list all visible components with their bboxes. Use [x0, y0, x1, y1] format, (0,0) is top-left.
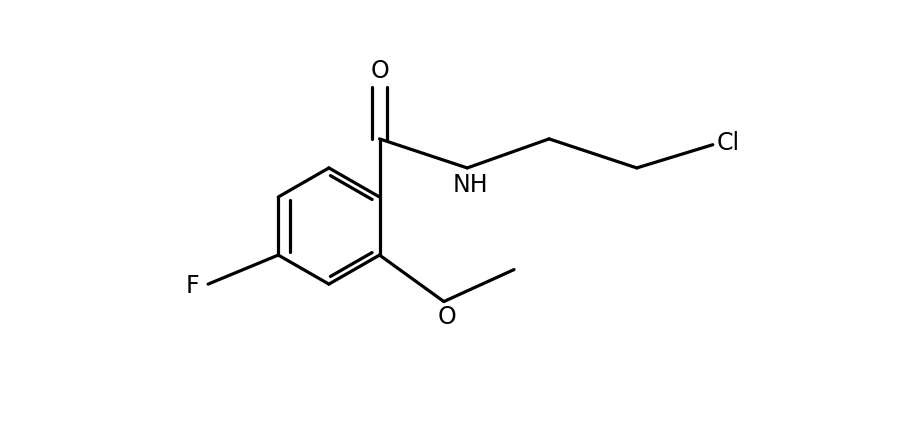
Text: O: O [369, 59, 389, 83]
Text: Cl: Cl [716, 131, 739, 155]
Text: F: F [186, 274, 199, 298]
Text: NH: NH [452, 173, 488, 197]
Text: O: O [437, 305, 457, 329]
